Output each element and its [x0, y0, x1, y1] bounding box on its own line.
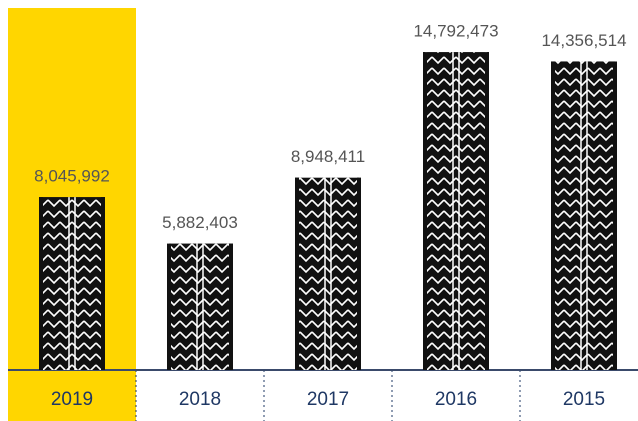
bar [423, 52, 489, 370]
value-label: 14,792,473 [413, 22, 498, 41]
tire-tread [551, 61, 617, 371]
x-tick-label: 2017 [307, 389, 349, 410]
tire-tread [167, 243, 233, 370]
tire-tread [423, 52, 489, 370]
x-tick-label: 2018 [179, 389, 221, 410]
value-label: 8,045,992 [34, 167, 110, 186]
bar [551, 61, 617, 371]
bar [167, 243, 233, 370]
value-label: 8,948,411 [291, 147, 365, 166]
x-tick-label: 2016 [435, 389, 477, 410]
bar [295, 177, 361, 370]
x-tick-label: 2019 [51, 389, 93, 410]
tire-tread [39, 197, 105, 370]
x-tick-label: 2015 [563, 389, 605, 410]
value-label: 5,882,403 [162, 213, 238, 232]
value-label: 14,356,514 [541, 31, 626, 50]
tire-tread [295, 177, 361, 370]
bar [39, 197, 105, 370]
